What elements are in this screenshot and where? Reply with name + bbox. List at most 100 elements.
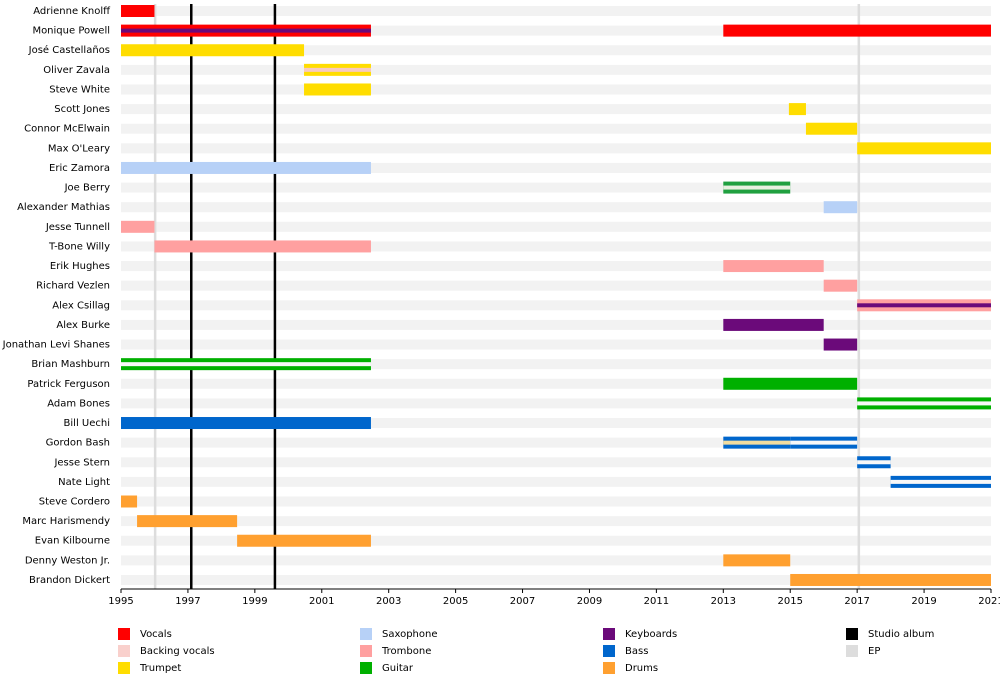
row-stripe: [121, 437, 991, 448]
x-tick-label: 2019: [911, 596, 936, 607]
x-tick-label: 1995: [108, 596, 133, 607]
member-name: Adrienne Knolff: [33, 6, 111, 17]
member-name: Bill Uechi: [64, 418, 110, 429]
row-stripe: [121, 300, 991, 311]
member-name: Connor McElwain: [24, 124, 110, 135]
row-stripe: [121, 476, 991, 487]
member-bar: [723, 318, 824, 331]
member-name: Erik Hughes: [50, 261, 110, 272]
row-stripe: [121, 64, 991, 75]
legend-swatch: [360, 645, 372, 657]
row-stripe: [121, 535, 991, 546]
member-name: Steve Cordero: [39, 497, 110, 508]
row-stripe: [121, 339, 991, 350]
legend-label: EP: [868, 646, 880, 657]
member-bar: [121, 161, 371, 174]
row-stripe: [121, 241, 991, 252]
row-stripe: [121, 123, 991, 134]
member-name: Steve White: [49, 84, 110, 95]
member-bar: [154, 240, 371, 253]
row-stripe: [121, 319, 991, 330]
legend-swatch: [603, 645, 615, 657]
row-stripe: [121, 84, 991, 95]
legend-label: Saxophone: [382, 629, 438, 640]
legend-label: Drums: [625, 663, 658, 674]
legend-swatch: [360, 628, 372, 640]
member-bar: [121, 44, 305, 57]
member-name: Brian Mashburn: [31, 359, 110, 370]
row-stripe: [121, 280, 991, 291]
legend-label: Vocals: [140, 629, 172, 640]
legend-swatch: [360, 662, 372, 674]
legend-swatch: [118, 645, 130, 657]
row-stripe: [121, 6, 991, 16]
row-stripe: [121, 496, 991, 507]
row-stripe: [121, 555, 991, 566]
member-name: Nate Light: [58, 477, 110, 488]
secondary-role-bar: [790, 440, 858, 445]
legend-swatch: [603, 628, 615, 640]
member-name: Brandon Dickert: [29, 575, 110, 586]
member-name: José Castellaños: [28, 44, 110, 56]
x-tick-label: 1999: [242, 596, 267, 607]
x-tick-label: 2011: [644, 596, 669, 607]
legend-label: Guitar: [382, 663, 414, 674]
member-bar: [304, 83, 371, 96]
x-tick-label: 2015: [778, 596, 803, 607]
member-name: Alex Burke: [56, 320, 110, 331]
legend-label: Studio album: [868, 629, 934, 640]
row-stripe: [121, 182, 991, 193]
member-name: T-Bone Willy: [48, 241, 110, 252]
legend-swatch: [846, 645, 858, 657]
member-name: Alexander Mathias: [17, 202, 110, 213]
legend-swatch: [846, 628, 858, 640]
row-stripe: [121, 202, 991, 213]
member-name: Patrick Ferguson: [27, 379, 110, 390]
member-bar: [823, 279, 858, 292]
x-tick-label: 2003: [376, 596, 401, 607]
member-name: Oliver Zavala: [43, 65, 110, 76]
secondary-role-bar: [857, 401, 991, 406]
row-stripe: [121, 574, 991, 585]
secondary-role-bar: [121, 362, 371, 367]
member-name: Joe Berry: [64, 183, 110, 194]
row-stripe: [121, 418, 991, 429]
legend-label: Trumpet: [139, 663, 181, 674]
legend-swatch: [118, 662, 130, 674]
x-tick-label: 2009: [577, 596, 602, 607]
row-stripe: [121, 398, 991, 409]
row-stripe: [121, 359, 991, 370]
x-tick-label: 1997: [175, 596, 200, 607]
secondary-role-bar: [857, 460, 891, 465]
x-tick-label: 2021: [978, 596, 1000, 607]
member-bar: [121, 495, 138, 508]
x-tick-label: 2005: [443, 596, 468, 607]
member-name: Adam Bones: [47, 398, 110, 409]
secondary-role-bar: [723, 185, 791, 190]
member-bar: [237, 534, 371, 547]
secondary-role-bar: [304, 67, 371, 72]
legend-label: Keyboards: [625, 629, 677, 640]
member-name: Gordon Bash: [46, 438, 110, 449]
legend-swatch: [118, 628, 130, 640]
member-bar: [823, 338, 858, 351]
secondary-role-bar: [723, 440, 791, 445]
legend-label: Backing vocals: [140, 646, 215, 657]
member-bar: [121, 5, 155, 17]
x-tick-label: 2001: [309, 596, 334, 607]
row-stripe: [121, 143, 991, 154]
member-bar: [121, 417, 371, 430]
member-name: Evan Kilbourne: [35, 536, 110, 547]
member-bar: [805, 122, 858, 135]
row-stripe: [121, 221, 991, 232]
x-tick-label: 2007: [510, 596, 535, 607]
row-stripe: [121, 516, 991, 527]
member-bar: [723, 260, 824, 273]
row-stripe: [121, 378, 991, 389]
member-bar: [790, 573, 991, 586]
member-bar: [137, 515, 238, 528]
member-name: Scott Jones: [54, 104, 110, 115]
member-bar: [723, 24, 991, 37]
member-bar: [823, 201, 858, 214]
